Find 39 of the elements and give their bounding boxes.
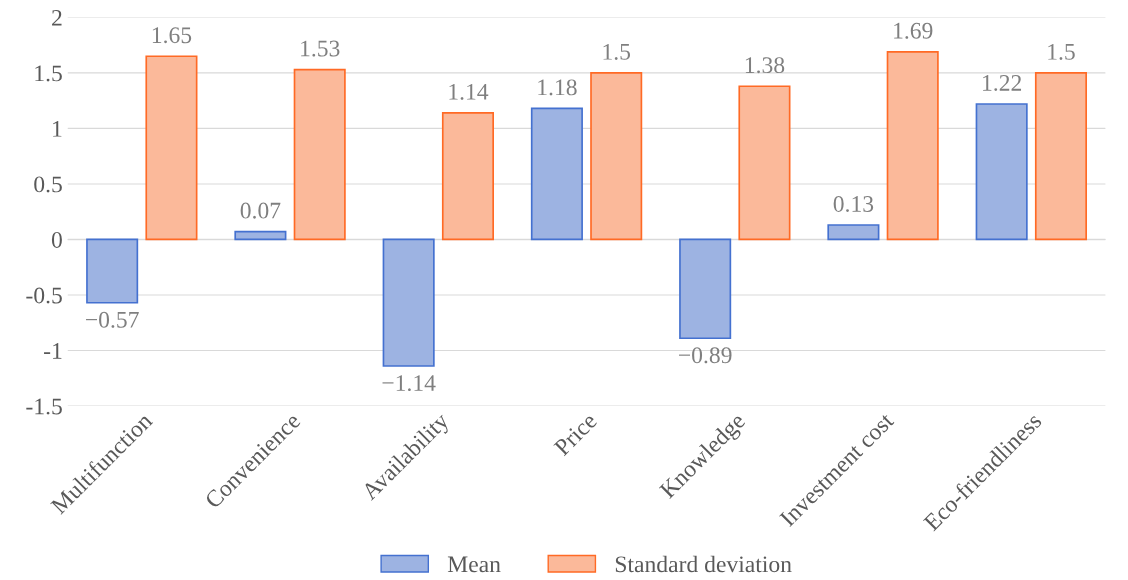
data-label: 1.5 (1048, 43, 1075, 60)
bar (441, 112, 494, 241)
data-label: −0.57 (86, 311, 139, 328)
data-label: 1.14 (449, 83, 489, 100)
y-tick-label: 2 (52, 9, 62, 26)
y-tick-label: -1.5 (26, 398, 62, 415)
y-tick-label: 0 (51, 231, 62, 248)
bar (827, 224, 880, 241)
y-tick-label: 1.5 (35, 65, 62, 82)
bar (975, 103, 1028, 241)
y-tick-label: 0.5 (34, 176, 62, 193)
data-label: −0.89 (679, 347, 732, 364)
y-tick-label: -0.5 (26, 287, 62, 304)
bar (886, 50, 939, 241)
data-label: −1.14 (382, 375, 436, 392)
bar (738, 85, 791, 241)
data-label: 1.38 (745, 57, 785, 74)
bar (530, 107, 583, 241)
bar (1034, 72, 1088, 241)
bar (590, 72, 643, 241)
data-label: 1.22 (983, 75, 1022, 91)
legend-label: Mean (447, 556, 501, 573)
bar (382, 238, 435, 367)
y-tick-label: 1 (53, 121, 62, 137)
bar (293, 68, 346, 241)
data-label: 1.5 (603, 43, 631, 60)
bar (145, 55, 198, 241)
bar (234, 230, 287, 241)
data-label: 0.13 (833, 195, 874, 212)
bar (86, 238, 139, 304)
data-label: 1.65 (152, 27, 192, 44)
y-tick-label: -1 (44, 343, 62, 359)
data-label: 0.07 (240, 202, 281, 219)
data-label: 1.69 (894, 22, 933, 39)
x-tick-label: Price (553, 411, 598, 457)
data-label: 1.53 (301, 40, 340, 57)
legend-label: Standard deviation (615, 555, 792, 573)
bar (679, 238, 732, 340)
data-label: 1.18 (538, 79, 577, 96)
